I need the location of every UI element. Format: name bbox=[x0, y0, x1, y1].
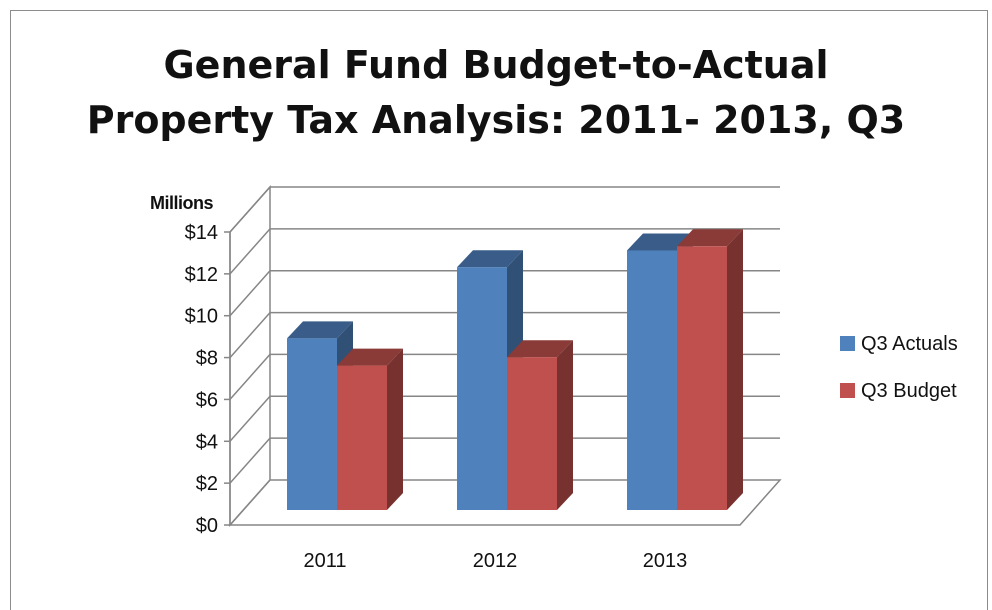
bar-front-face bbox=[677, 246, 727, 511]
gridline bbox=[229, 228, 780, 275]
y-axis-ticks: $0 $2 $4 $6 $8 $10 $12 $14 bbox=[185, 222, 231, 537]
y-tick-label: $10 bbox=[185, 306, 218, 328]
bar-top-face bbox=[337, 348, 403, 366]
bar-q3-budget-2011 bbox=[337, 348, 403, 510]
chart-title-line-1: General Fund Budget-to-Actual bbox=[163, 43, 828, 87]
bar-front-face bbox=[507, 357, 557, 510]
gridline bbox=[229, 395, 780, 442]
gridline bbox=[229, 353, 780, 400]
bar-top-face bbox=[507, 340, 573, 358]
x-axis-ticks: 2011 2012 2013 bbox=[303, 550, 687, 572]
y-axis-unit-label: Millions bbox=[150, 193, 213, 213]
bars bbox=[287, 229, 743, 511]
bar-top-face bbox=[457, 250, 523, 268]
legend-swatch-q3-budget bbox=[840, 383, 855, 398]
bar-top-face bbox=[287, 321, 353, 339]
gridlines bbox=[229, 186, 780, 484]
bar-front-face bbox=[287, 338, 337, 510]
chart-frame bbox=[10, 10, 988, 610]
bar-side-face bbox=[387, 348, 403, 510]
y-tick-label: $0 bbox=[196, 515, 218, 537]
chart-title-line-2: Property Tax Analysis: 2011- 2013, Q3 bbox=[87, 98, 906, 142]
bar-top-face bbox=[677, 229, 743, 247]
legend-label-q3-budget: Q3 Budget bbox=[861, 380, 957, 402]
x-tick-label-2011: 2011 bbox=[303, 550, 346, 572]
gridline bbox=[229, 186, 780, 233]
legend-swatch-q3-actuals bbox=[840, 336, 855, 351]
legend-label-q3-actuals: Q3 Actuals bbox=[861, 333, 958, 355]
bar-front-face bbox=[627, 250, 677, 510]
x-tick-label-2012: 2012 bbox=[473, 550, 518, 572]
y-tick-label: $14 bbox=[185, 222, 218, 244]
bar-front-face bbox=[337, 365, 387, 510]
chart: General Fund Budget-to-Actual Property T… bbox=[87, 43, 958, 572]
gridline bbox=[229, 269, 780, 317]
bar-front-face bbox=[457, 267, 507, 510]
y-tick-label: $6 bbox=[196, 389, 218, 411]
x-tick-label-2013: 2013 bbox=[643, 550, 688, 572]
bar-q3-budget-2013 bbox=[677, 229, 743, 511]
bar-q3-budget-2012 bbox=[507, 340, 573, 510]
bar-top-face bbox=[627, 233, 693, 251]
bar-side-face bbox=[557, 340, 573, 510]
gridline bbox=[229, 311, 780, 359]
y-tick-label: $4 bbox=[196, 431, 218, 453]
y-tick-label: $2 bbox=[196, 473, 218, 495]
legend: Q3 Actuals Q3 Budget bbox=[840, 333, 958, 402]
bar-side-face bbox=[727, 229, 743, 511]
y-tick-label: $12 bbox=[185, 264, 218, 286]
y-tick-label: $8 bbox=[196, 348, 218, 370]
side-wall bbox=[229, 185, 271, 527]
gridline bbox=[229, 437, 780, 484]
